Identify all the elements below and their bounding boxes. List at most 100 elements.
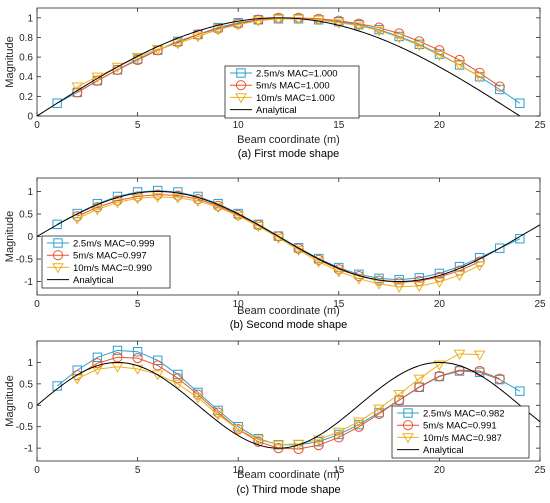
legend-marker <box>236 68 246 78</box>
series-3-point <box>71 82 84 93</box>
legend-marker <box>52 263 64 274</box>
series-3-point <box>111 198 124 209</box>
y-tick-label: 0.8 <box>19 33 33 44</box>
analytical-line <box>37 190 540 283</box>
y-tick-label: 0.4 <box>19 72 33 83</box>
series-1-point <box>112 345 123 356</box>
x-tick-label: 5 <box>135 120 141 131</box>
series-3-point <box>453 60 466 71</box>
chart-panel-3: 0 5 10 15 20 25 -1 -0.5 0 0.5 1 Beam coordinate (m)… <box>4 340 546 496</box>
x-tick-label: 10 <box>233 299 245 310</box>
series-2-point <box>92 358 103 369</box>
series-3-point <box>272 233 285 244</box>
chart-panel-2: 0 5 10 15 20 25 -1 -0.5 0 0.5 1 Beam coordinate (m)… <box>4 177 546 331</box>
series-2-point <box>494 373 505 384</box>
x-tick-label: 10 <box>233 465 245 476</box>
series-3-point <box>171 39 184 50</box>
series-1-point <box>414 39 424 50</box>
series-line-3 <box>77 18 480 87</box>
x-tick-label: 20 <box>434 299 446 310</box>
x-axis-label: Beam coordinate (m) <box>237 469 340 481</box>
series-line-2 <box>76 356 500 450</box>
series-3-point <box>212 203 224 214</box>
x-tick-label: 5 <box>135 465 141 476</box>
legend-marker <box>235 80 247 91</box>
series-3-point <box>111 362 124 373</box>
series-3-point <box>453 271 466 282</box>
x-tick-label: 0 <box>34 120 40 131</box>
series-3-point <box>373 26 385 37</box>
series-1-point <box>92 352 103 362</box>
series-2-point <box>112 195 123 206</box>
series-3-point <box>453 349 466 360</box>
legend-marker <box>402 420 414 431</box>
legend-label: 5m/s MAC=0.997 <box>73 251 147 262</box>
series-3-point <box>212 410 224 421</box>
series-3-point <box>252 222 265 233</box>
x-tick-label: 0 <box>34 465 40 476</box>
series-2-point <box>394 395 405 406</box>
series-2-point <box>293 243 304 254</box>
y-tick-label: -1 <box>24 444 33 455</box>
series-3-point <box>413 41 426 52</box>
series-3-point <box>292 14 305 25</box>
y-tick-label: -0.5 <box>16 255 34 266</box>
series-3-point <box>71 214 84 225</box>
series-1-point <box>173 187 183 197</box>
y-tick-label: 1 <box>27 187 33 198</box>
legend-label: Analytical <box>256 105 297 116</box>
x-tick-label: 15 <box>333 465 345 476</box>
legend-label: Analytical <box>423 445 464 456</box>
series-3-point <box>292 245 305 256</box>
legend-label: 10m/s MAC=1.000 <box>256 93 335 104</box>
series-2-point <box>434 371 445 382</box>
x-tick-label: 10 <box>233 120 245 131</box>
y-axis-label: Magnitude <box>4 211 16 262</box>
series-2-point <box>112 352 123 363</box>
y-tick-label: 0 <box>27 112 33 123</box>
x-axis-label: Beam coordinate (m) <box>237 305 340 317</box>
legend-label: 5m/s MAC=0.991 <box>423 421 497 432</box>
legend-marker <box>402 433 414 444</box>
series-3-point <box>151 45 164 56</box>
series-1-point <box>313 437 324 447</box>
x-tick-label: 20 <box>434 465 446 476</box>
series-3-point <box>171 379 184 390</box>
series-1-point <box>495 243 505 253</box>
series-3-point <box>473 350 486 361</box>
y-axis-label: Magnitude <box>4 375 16 426</box>
series-2-point <box>152 360 163 371</box>
series-3-point <box>272 14 285 25</box>
y-tick-label: 0.2 <box>19 92 33 103</box>
legend-marker <box>52 250 64 261</box>
series-3-point <box>232 211 245 222</box>
y-tick-label: 0 <box>27 232 33 243</box>
series-1-point <box>52 98 62 108</box>
panel-caption: (b) Second mode shape <box>230 319 347 331</box>
series-3-point <box>473 72 486 83</box>
y-tick-label: 0.5 <box>19 379 33 390</box>
series-2-point <box>313 440 324 451</box>
series-2-point <box>72 87 83 98</box>
series-2-point <box>132 191 143 202</box>
legend-label: Analytical <box>73 275 114 286</box>
panel-caption: (c) Third mode shape <box>236 484 340 496</box>
series-2-point <box>253 436 264 447</box>
legend-marker <box>403 408 413 418</box>
series-3-point <box>353 417 365 428</box>
series-2-point <box>333 432 344 443</box>
series-1-point <box>153 355 163 365</box>
x-tick-label: 20 <box>434 120 446 131</box>
series-3-point <box>393 33 406 44</box>
series-1-point <box>434 268 445 279</box>
legend-label: 10m/s MAC=0.990 <box>73 263 152 274</box>
y-tick-label: 1 <box>27 13 33 24</box>
series-3-point <box>413 374 426 385</box>
series-3-point <box>272 440 285 451</box>
series-2-point <box>253 14 264 25</box>
series-2-point <box>172 373 183 384</box>
series-3-point <box>433 51 446 62</box>
